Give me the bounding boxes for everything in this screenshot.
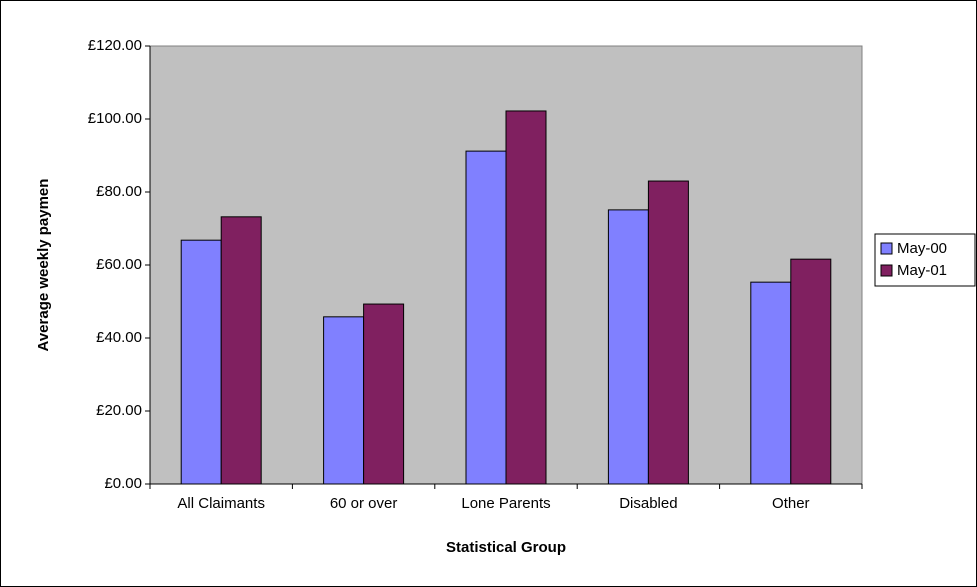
y-tick-label: £120.00 [88, 37, 142, 54]
bar [220, 216, 262, 485]
x-tick-label: All Claimants [177, 495, 265, 512]
x-tick-label: Lone Parents [461, 495, 550, 512]
x-tick-label: Other [772, 495, 810, 512]
y-tick-label: £20.00 [96, 402, 142, 419]
bar [607, 209, 649, 485]
bar [790, 258, 832, 485]
bar [363, 303, 405, 485]
legend-swatch [880, 242, 893, 255]
legend-label: May-00 [897, 240, 947, 257]
y-tick-label: £100.00 [88, 110, 142, 127]
bar [465, 150, 507, 485]
legend-label: May-01 [897, 262, 947, 279]
y-tick-label: £40.00 [96, 329, 142, 346]
bar [323, 316, 365, 485]
y-tick-label: £80.00 [96, 183, 142, 200]
x-axis-title: Statistical Group [446, 539, 566, 556]
y-axis-title: Average weekly paymen [35, 179, 52, 352]
bar [180, 239, 222, 485]
y-tick-label: £0.00 [104, 475, 142, 492]
x-tick-label: Disabled [619, 495, 677, 512]
y-tick-label: £60.00 [96, 256, 142, 273]
bar [505, 110, 547, 485]
legend-swatch [880, 264, 893, 277]
bar [647, 180, 689, 485]
bar [750, 281, 792, 485]
x-tick-label: 60 or over [330, 495, 398, 512]
